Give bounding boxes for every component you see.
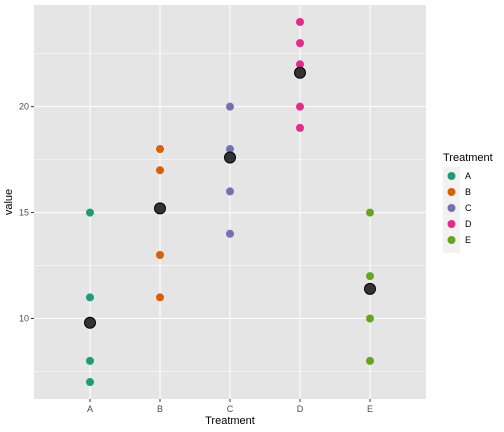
data-point: [156, 250, 164, 259]
data-point: [366, 272, 374, 281]
mean-point: [84, 316, 96, 329]
y-tick-label: 20: [19, 102, 29, 112]
data-point: [226, 187, 234, 196]
legend-label: A: [465, 171, 471, 181]
y-tick-label: 15: [19, 208, 29, 218]
data-point: [296, 60, 304, 69]
legend-title: Treatment: [443, 152, 493, 164]
data-point: [156, 166, 164, 175]
data-point: [366, 208, 374, 217]
data-point: [86, 356, 94, 365]
data-point: [86, 208, 94, 217]
grid-lines: [34, 5, 426, 399]
legend-label: B: [465, 187, 471, 197]
legend-key: [447, 188, 456, 196]
mean-point: [364, 282, 376, 295]
mean-point: [294, 66, 306, 79]
data-point: [86, 378, 94, 387]
x-tick-label: A: [87, 404, 93, 414]
data-point: [156, 145, 164, 154]
legend-key: [447, 172, 456, 180]
data-point: [296, 123, 304, 132]
legend-label: E: [465, 235, 471, 245]
x-axis-title: Treatment: [205, 415, 255, 427]
data-point: [296, 39, 304, 48]
legend-label: D: [465, 219, 472, 229]
x-tick-label: E: [367, 404, 373, 414]
legend-key: [447, 204, 456, 212]
y-axis-title: value: [3, 189, 15, 215]
data-point: [86, 293, 94, 302]
data-point: [226, 102, 234, 111]
x-tick-label: C: [227, 404, 234, 414]
mean-point: [154, 202, 166, 215]
legend-label: C: [465, 203, 472, 213]
data-point: [366, 314, 374, 323]
data-point: [296, 102, 304, 111]
x-tick-label: D: [297, 404, 304, 414]
data-points: [86, 17, 374, 387]
y-axis-ticks: 10 15 20: [19, 102, 34, 324]
data-point: [366, 356, 374, 365]
legend-key: [447, 236, 456, 244]
legend-key: [447, 220, 456, 228]
x-tick-label: B: [157, 404, 163, 414]
y-tick-label: 10: [19, 314, 29, 324]
x-axis-ticks: A B C D E: [87, 399, 373, 414]
data-point: [226, 229, 234, 238]
data-point: [226, 145, 234, 154]
data-point: [296, 17, 304, 26]
mean-points: [84, 66, 376, 329]
mean-point: [224, 151, 236, 164]
data-point: [156, 293, 164, 302]
